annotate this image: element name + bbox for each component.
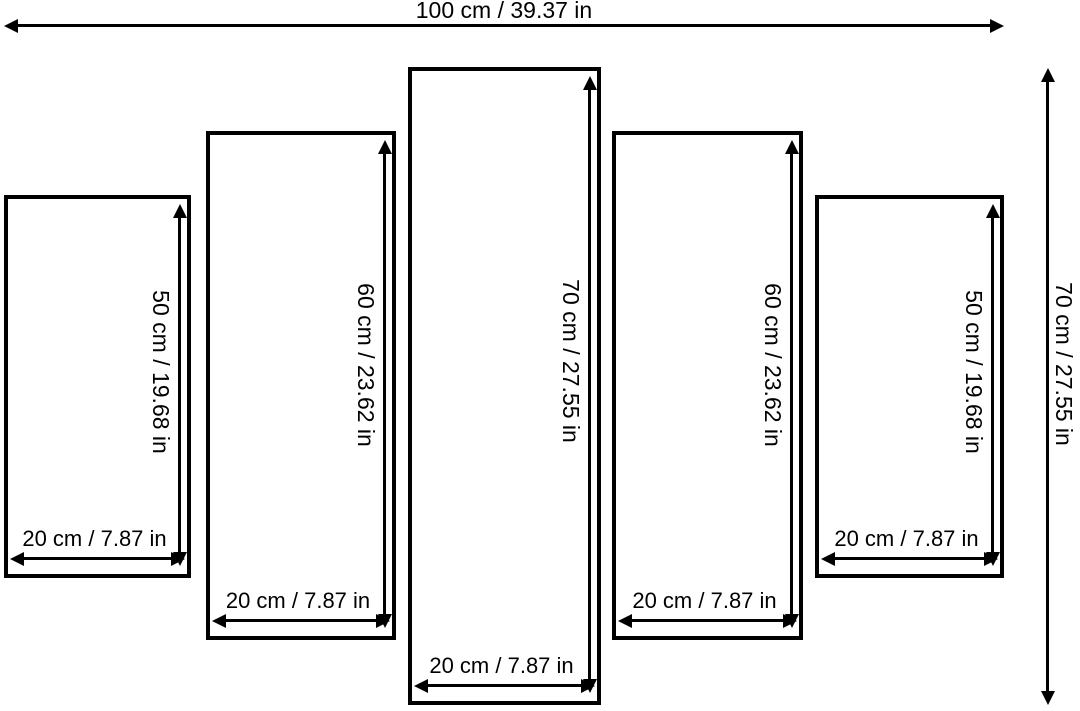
panel-3-width-label: 20 cm / 7.87 in — [429, 653, 574, 678]
arrowhead-right-icon — [581, 679, 595, 693]
dimension-line — [991, 215, 994, 555]
arrowhead-up-icon — [986, 204, 1000, 218]
total-height-arrow — [1041, 68, 1055, 705]
panel-3: 70 cm / 27.55 in 20 cm / 7.87 in — [408, 67, 601, 705]
arrowhead-left-icon — [821, 552, 835, 566]
panel-3-height-arrow — [583, 76, 597, 693]
dimension-line — [383, 151, 386, 617]
panel-1: 50 cm / 19.68 in 20 cm / 7.87 in — [4, 195, 191, 578]
panel-1-width-arrow — [10, 552, 185, 566]
arrowhead-right-icon — [990, 19, 1004, 33]
arrowhead-left-icon — [618, 614, 632, 628]
panel-3-width-arrow — [414, 679, 595, 693]
dimension-line — [15, 24, 993, 27]
panel-2: 60 cm / 23.62 in 20 cm / 7.87 in — [206, 131, 396, 640]
dimension-line — [790, 151, 793, 617]
arrowhead-down-icon — [1041, 691, 1055, 705]
dimension-line — [1046, 79, 1049, 694]
panel-1-width-label: 20 cm / 7.87 in — [22, 526, 167, 551]
dimension-line — [21, 557, 174, 560]
panel-5-height-label: 50 cm / 19.68 in — [961, 289, 987, 454]
panel-4-width-arrow — [618, 614, 797, 628]
panel-3-height-label: 70 cm / 27.55 in — [558, 278, 584, 443]
arrowhead-up-icon — [173, 204, 187, 218]
panel-2-width-arrow — [212, 614, 390, 628]
panel-2-width-label: 20 cm / 7.87 in — [225, 588, 371, 613]
panel-5: 50 cm / 19.68 in 20 cm / 7.87 in — [815, 195, 1004, 578]
arrowhead-left-icon — [414, 679, 428, 693]
panel-4-height-arrow — [785, 140, 799, 628]
arrowhead-right-icon — [984, 552, 998, 566]
total-width-label: 100 cm / 39.37 in — [415, 0, 593, 23]
arrowhead-left-icon — [4, 19, 18, 33]
panel-5-height-arrow — [986, 204, 1000, 566]
dimension-line — [629, 619, 786, 622]
panel-4-width-label: 20 cm / 7.87 in — [632, 588, 777, 613]
arrowhead-left-icon — [212, 614, 226, 628]
panel-4: 60 cm / 23.62 in 20 cm / 7.87 in — [612, 131, 803, 640]
dimension-line — [425, 684, 584, 687]
panel-4-height-label: 60 cm / 23.62 in — [760, 283, 786, 448]
panel-5-width-arrow — [821, 552, 998, 566]
dimension-line — [223, 619, 379, 622]
panel-5-width-label: 20 cm / 7.87 in — [834, 526, 979, 551]
total-width-arrow — [4, 19, 1004, 33]
panel-2-height-arrow — [378, 140, 392, 628]
dimension-line — [832, 557, 987, 560]
arrowhead-up-icon — [785, 140, 799, 154]
arrowhead-left-icon — [10, 552, 24, 566]
arrowhead-up-icon — [378, 140, 392, 154]
arrowhead-up-icon — [1041, 68, 1055, 82]
arrowhead-up-icon — [583, 76, 597, 90]
panel-1-height-label: 50 cm / 19.68 in — [148, 289, 174, 454]
dimension-line — [178, 215, 181, 555]
dimension-line — [588, 87, 591, 682]
arrowhead-right-icon — [783, 614, 797, 628]
arrowhead-right-icon — [376, 614, 390, 628]
total-height-label: 70 cm / 27.55 in — [1051, 282, 1077, 446]
panel-2-height-label: 60 cm / 23.62 in — [353, 283, 379, 448]
panel-1-height-arrow — [173, 204, 187, 566]
arrowhead-right-icon — [171, 552, 185, 566]
